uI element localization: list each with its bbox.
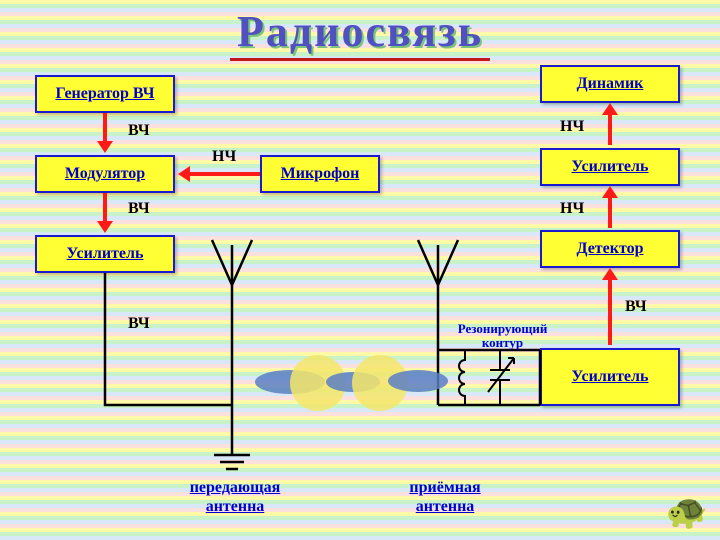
box-microphone: Микрофон [260, 155, 380, 193]
page-title: Радиосвязь [0, 6, 720, 57]
arrow-line [608, 280, 612, 345]
box-generator: Генератор ВЧ [35, 75, 175, 113]
arrow-line [190, 172, 260, 176]
box-amplifier-rx-top: Усилитель [540, 148, 680, 186]
box-detector: Детектор [540, 230, 680, 268]
box-amplifier-tx: Усилитель [35, 235, 175, 273]
arrow-line [608, 198, 612, 228]
label-vch: ВЧ [128, 200, 150, 218]
label-resonator: Резонирующий контур [455, 322, 550, 351]
label-rx-antenna: приёмная антенна [395, 478, 495, 516]
arrow-head-left-icon [178, 166, 190, 182]
label-nch: НЧ [560, 118, 584, 136]
title-underline [230, 58, 490, 61]
arrow-head-up-icon [602, 268, 618, 280]
label-nch: НЧ [212, 148, 236, 166]
arrow-head-up-icon [602, 103, 618, 115]
turtle-icon: 🐢 [666, 492, 708, 532]
label-vch: ВЧ [128, 122, 150, 140]
arrow-line [103, 193, 107, 223]
arrow-head-up-icon [602, 186, 618, 198]
wave-blue-icon [388, 370, 448, 392]
label-nch: НЧ [560, 200, 584, 218]
arrow-line [103, 113, 107, 143]
label-vch: ВЧ [128, 315, 150, 333]
arrow-line [608, 115, 612, 145]
arrow-head-down-icon [97, 141, 113, 153]
arrow-head-down-icon [97, 221, 113, 233]
label-vch: ВЧ [625, 298, 647, 316]
box-amplifier-rx-bottom: Усилитель [540, 348, 680, 406]
box-speaker: Динамик [540, 65, 680, 103]
label-tx-antenna: передающая антенна [175, 478, 295, 516]
box-modulator: Модулятор [35, 155, 175, 193]
